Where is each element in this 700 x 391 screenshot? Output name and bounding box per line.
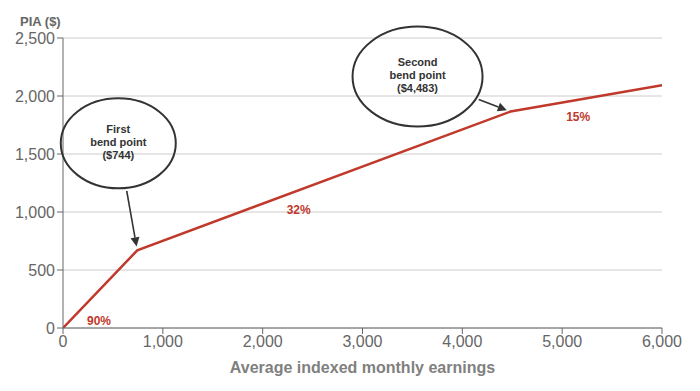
svg-text:4,000: 4,000 bbox=[442, 333, 482, 350]
svg-text:Average indexed monthly earnin: Average indexed monthly earnings bbox=[230, 359, 495, 376]
svg-text:32%: 32% bbox=[287, 203, 311, 217]
svg-text:0: 0 bbox=[46, 320, 55, 337]
svg-text:2,000: 2,000 bbox=[243, 333, 283, 350]
svg-text:6,000: 6,000 bbox=[642, 333, 682, 350]
svg-text:2,500: 2,500 bbox=[15, 30, 55, 47]
svg-text:Firstbend point($744): Firstbend point($744) bbox=[90, 123, 147, 161]
svg-text:500: 500 bbox=[28, 262, 55, 279]
html-text:PIA ($): PIA ($) bbox=[20, 14, 61, 29]
svg-text:Secondbend point($4,483): Secondbend point($4,483) bbox=[389, 56, 446, 94]
svg-text:90%: 90% bbox=[87, 314, 111, 328]
svg-text:2,000: 2,000 bbox=[15, 88, 55, 105]
svg-text:1,000: 1,000 bbox=[15, 204, 55, 221]
svg-text:0: 0 bbox=[59, 333, 68, 350]
svg-text:1,000: 1,000 bbox=[143, 333, 183, 350]
svg-text:3,000: 3,000 bbox=[342, 333, 382, 350]
svg-text:1,500: 1,500 bbox=[15, 146, 55, 163]
svg-text:5,000: 5,000 bbox=[542, 333, 582, 350]
svg-text:15%: 15% bbox=[566, 110, 590, 124]
